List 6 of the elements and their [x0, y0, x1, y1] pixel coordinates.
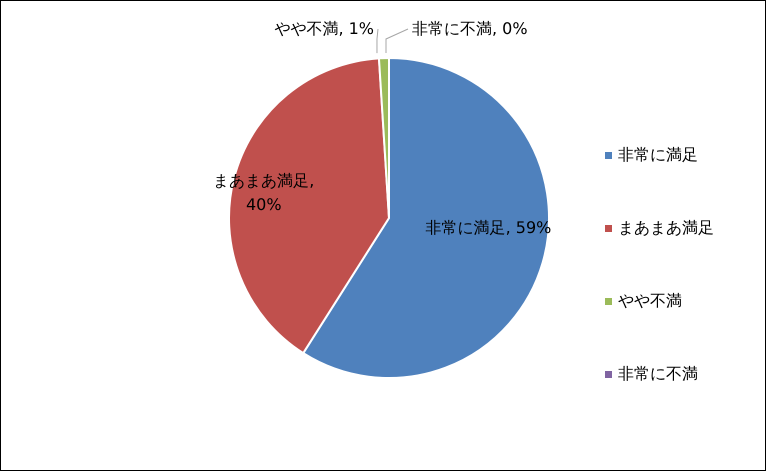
- legend-label: 非常に満足: [618, 145, 698, 166]
- data-label: やや不満, 1%: [273, 18, 374, 40]
- legend-label: やや不満: [618, 291, 682, 312]
- legend-label: まあまあ満足: [618, 218, 714, 239]
- text: 非常に不満, 0%: [412, 19, 528, 38]
- legend-label: 非常に不満: [618, 364, 698, 385]
